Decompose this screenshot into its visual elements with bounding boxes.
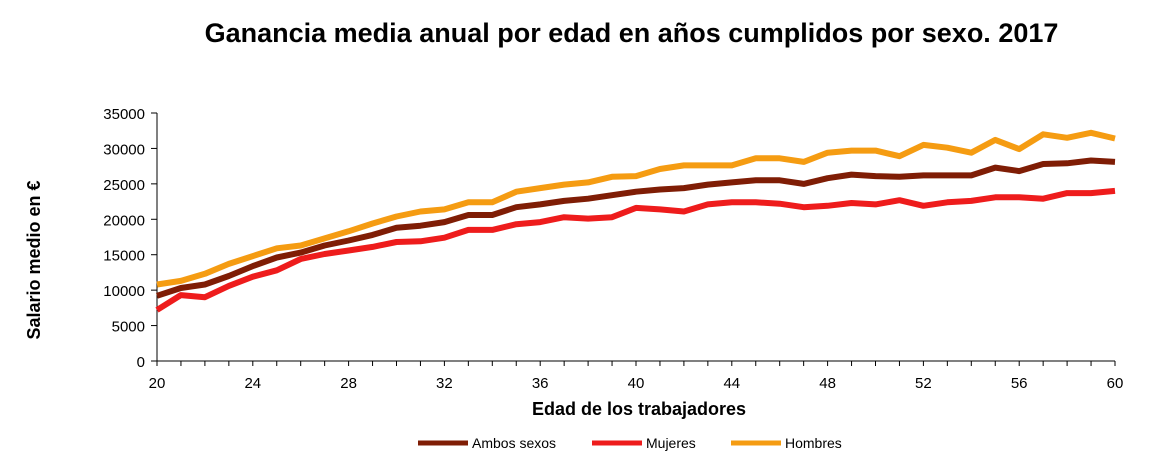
x-tick-label: 36 <box>532 375 549 392</box>
x-tick-label: 48 <box>819 375 836 392</box>
y-tick-label: 10000 <box>103 283 145 300</box>
y-tick-label: 25000 <box>103 177 145 194</box>
legend-label: Mujeres <box>646 435 696 451</box>
tick-labels: 0 5000 10000 15000 20000 25000 30000 35000 20 24 2… <box>103 106 1123 392</box>
x-tick-label: 24 <box>244 375 261 392</box>
series-line-ambos-sexos <box>156 157 1116 299</box>
legend-label: Hombres <box>785 435 842 451</box>
x-tick-label: 60 <box>1107 375 1124 392</box>
x-tick-label: 56 <box>1011 375 1028 392</box>
y-tick-label: 0 <box>137 354 145 371</box>
x-tick-label: 28 <box>340 375 357 392</box>
x-tick-label: 52 <box>915 375 932 392</box>
y-tick-label: 30000 <box>103 141 145 158</box>
axes <box>151 112 1116 366</box>
chart-title: Ganancia media anual por edad en años cu… <box>204 18 1059 48</box>
y-tick-label: 20000 <box>103 212 145 229</box>
series-line-hombres <box>156 129 1116 288</box>
legend-label: Ambos sexos <box>472 435 556 451</box>
x-tick-label: 40 <box>628 375 645 392</box>
x-tick-label: 32 <box>436 375 453 392</box>
y-axis-label: Salario medio en € <box>24 180 44 339</box>
series-lines <box>155 129 1116 313</box>
y-tick-label: 15000 <box>103 248 145 265</box>
x-axis-label: Edad de los trabajadores <box>532 399 746 419</box>
y-tick-label: 35000 <box>103 106 145 123</box>
series-line-mujeres <box>155 187 1116 313</box>
x-tick-label: 20 <box>149 375 166 392</box>
y-tick-label: 5000 <box>112 319 145 336</box>
legend: Ambos sexos Mujeres Hombres <box>418 435 842 451</box>
x-tick-label: 44 <box>723 375 740 392</box>
